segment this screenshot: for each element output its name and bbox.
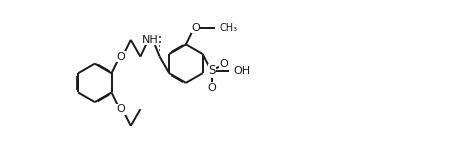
Text: NH: NH — [142, 35, 159, 45]
Text: O: O — [117, 104, 126, 114]
Text: S: S — [209, 64, 216, 77]
Text: OH: OH — [233, 66, 251, 76]
Text: O: O — [191, 23, 200, 33]
Text: O: O — [117, 52, 126, 62]
Text: CH₃: CH₃ — [219, 23, 237, 33]
Text: O: O — [219, 59, 228, 69]
Text: O: O — [208, 83, 217, 93]
